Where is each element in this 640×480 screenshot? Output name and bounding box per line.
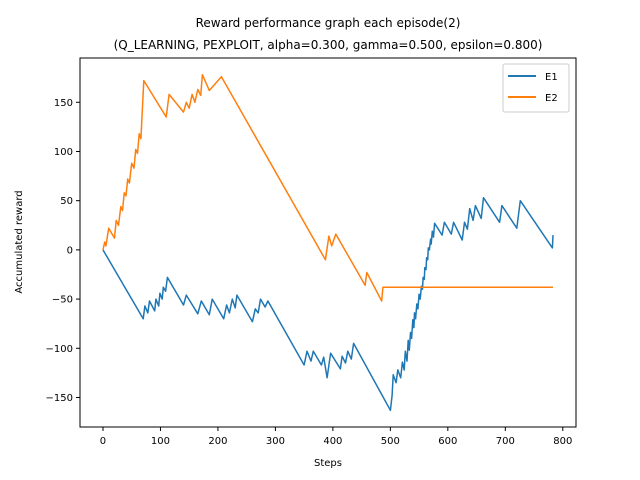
- x-tick-label: 400: [323, 436, 342, 447]
- x-axis: 0 100 200 300 400 500 600 700 800: [100, 427, 572, 447]
- y-tick-label: −50: [52, 295, 73, 306]
- y-tick-label: 0: [67, 245, 73, 256]
- y-axis-label: Accumulated reward: [14, 190, 25, 293]
- x-tick-label: 200: [208, 436, 227, 447]
- x-tick-label: 300: [266, 436, 285, 447]
- y-tick-label: −150: [46, 393, 73, 404]
- x-tick-label: 0: [100, 436, 106, 447]
- x-tick-label: 700: [496, 436, 515, 447]
- plot-frame: [79, 57, 577, 428]
- x-tick-label: 600: [438, 436, 457, 447]
- y-tick-label: 50: [60, 196, 73, 207]
- y-tick-label: 100: [54, 147, 73, 158]
- x-axis-label: Steps: [314, 458, 342, 469]
- series-line-e2: [102, 73, 553, 302]
- chart-title: Reward performance graph each episode(2): [196, 16, 461, 30]
- x-tick-label: 100: [151, 436, 170, 447]
- chart-subtitle: (Q_LEARNING, PEXPLOIT, alpha=0.300, gamm…: [114, 38, 543, 52]
- y-tick-label: 150: [54, 98, 73, 109]
- legend-box: [502, 63, 570, 113]
- y-tick-label: −100: [46, 344, 73, 355]
- plot-area: [79, 57, 577, 428]
- series-line-e1: [102, 196, 554, 412]
- y-axis: −150 −100 −50 0 50 100 150: [46, 98, 80, 404]
- x-tick-label: 500: [381, 436, 400, 447]
- legend-label-e2: E2: [545, 93, 558, 104]
- legend: E1 E2: [502, 63, 570, 113]
- x-tick-label: 800: [553, 436, 572, 447]
- legend-label-e1: E1: [545, 72, 558, 83]
- series-layer: [102, 73, 554, 412]
